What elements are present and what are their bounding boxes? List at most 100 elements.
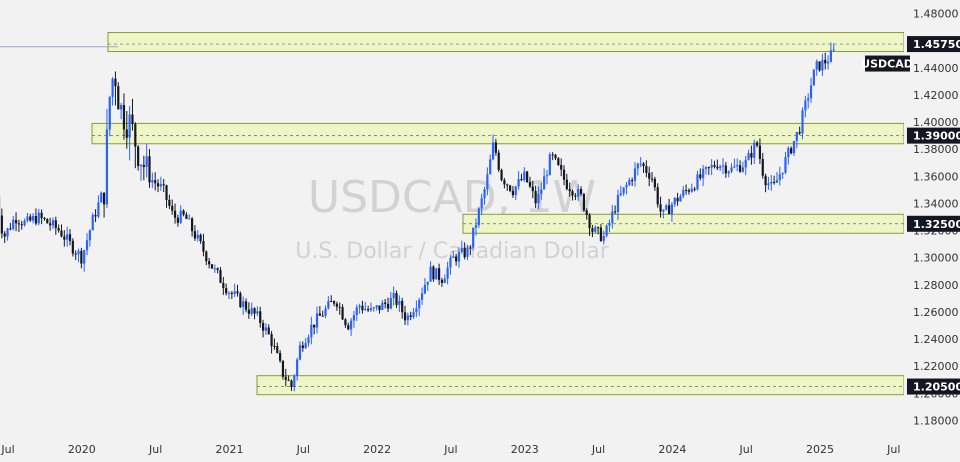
candle — [474, 218, 478, 236]
candle-body — [327, 301, 330, 309]
candle — [631, 177, 634, 186]
candle-body — [747, 153, 750, 160]
candle — [741, 161, 744, 173]
candle-body — [713, 164, 716, 167]
candle-body — [253, 308, 256, 314]
candle-body — [74, 253, 77, 255]
candle-body — [375, 305, 378, 308]
candle-body — [137, 146, 140, 167]
candle — [562, 165, 566, 186]
candle-body — [690, 188, 693, 192]
candle-body — [389, 298, 392, 309]
candle — [545, 169, 549, 185]
candle — [469, 245, 472, 256]
candle-body — [662, 209, 665, 212]
candle-body — [190, 218, 194, 232]
level-label: 1.39000 — [913, 130, 960, 143]
candle — [173, 203, 177, 224]
candle-body — [605, 225, 608, 236]
candle — [440, 277, 444, 287]
candle — [267, 324, 270, 335]
candle — [690, 183, 693, 193]
y-tick-label: 1.34000 — [913, 197, 959, 210]
candle — [432, 265, 435, 282]
candle — [486, 167, 489, 196]
candle — [281, 360, 285, 380]
candle — [605, 224, 608, 238]
candle — [540, 182, 543, 200]
candle — [449, 255, 452, 275]
candle — [219, 266, 222, 284]
candle-body — [142, 164, 145, 168]
candle-body — [667, 205, 671, 215]
candle — [392, 286, 395, 306]
candle — [375, 304, 378, 311]
candle-body — [579, 189, 583, 194]
candle — [159, 176, 162, 191]
y-tick-label: 1.44000 — [913, 62, 959, 75]
candle-body — [673, 197, 676, 205]
candle — [401, 297, 404, 319]
candle — [699, 168, 702, 181]
candle — [809, 77, 813, 103]
candle-body — [94, 214, 97, 217]
candle — [494, 138, 497, 156]
candle — [321, 310, 324, 317]
candle-body — [560, 165, 563, 170]
candle — [332, 300, 336, 307]
candle — [526, 170, 529, 184]
candle-body — [43, 218, 46, 220]
candle — [466, 244, 469, 261]
candle-body — [699, 174, 702, 179]
candle — [409, 311, 412, 321]
candle-body — [614, 211, 617, 213]
candle-body — [761, 159, 764, 176]
candle — [773, 175, 776, 185]
candle-body — [57, 228, 60, 231]
candle-body — [815, 61, 818, 70]
y-tick-label: 1.30000 — [913, 252, 959, 265]
candle — [645, 160, 648, 178]
candle — [798, 126, 801, 136]
time-axis[interactable] — [0, 434, 904, 462]
candle-body — [193, 231, 197, 239]
candle-body — [199, 234, 202, 242]
candle — [60, 224, 63, 238]
candle-body — [551, 154, 554, 156]
candle — [582, 192, 585, 212]
y-tick-label: 1.24000 — [913, 333, 959, 346]
candlestick-series — [0, 42, 835, 392]
candle — [310, 316, 313, 345]
candle-body — [460, 247, 463, 252]
candle-body — [188, 218, 191, 220]
candle — [616, 189, 620, 220]
candle — [242, 296, 245, 315]
candle-body — [463, 247, 466, 257]
candle — [585, 208, 588, 220]
candle — [134, 122, 137, 169]
candle-body — [807, 98, 810, 101]
candle-body — [412, 312, 415, 317]
candle — [307, 334, 310, 347]
candle — [102, 192, 106, 218]
candle-body — [455, 256, 458, 262]
candle — [94, 209, 97, 223]
candle — [824, 52, 827, 70]
candle-body — [826, 61, 830, 64]
candle — [185, 212, 188, 220]
candle-body — [741, 167, 744, 172]
y-tick-label: 1.48000 — [913, 8, 959, 21]
candle — [787, 146, 790, 165]
candle-body — [66, 234, 69, 240]
candle — [151, 172, 154, 188]
candle — [43, 216, 46, 221]
candle-body — [832, 49, 835, 51]
candle — [591, 224, 594, 238]
candle-body — [401, 300, 404, 313]
candle-body — [755, 142, 759, 146]
candle — [80, 247, 83, 269]
candle — [733, 158, 736, 169]
candle-body — [656, 187, 659, 205]
candle-body — [540, 189, 543, 194]
